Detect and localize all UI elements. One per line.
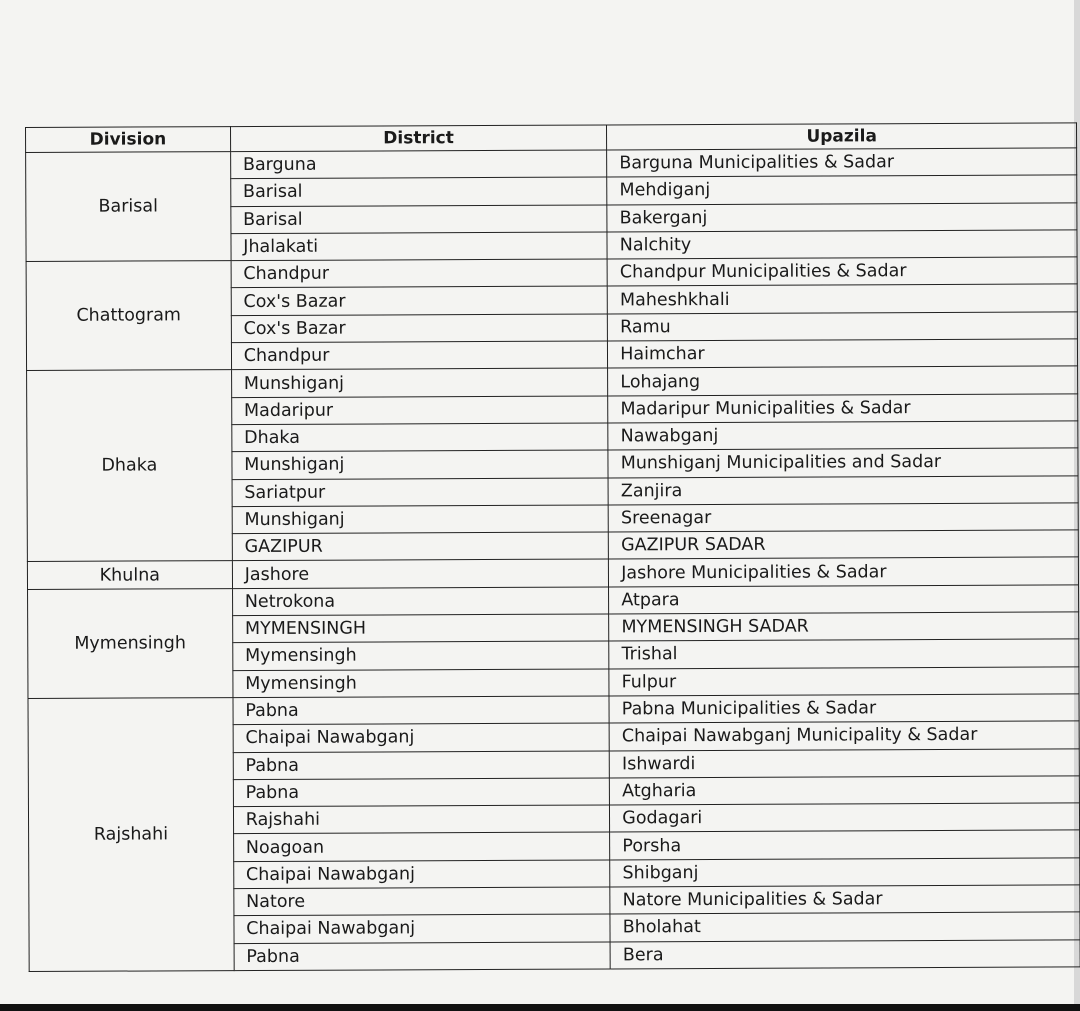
district-cell: Barisal	[230, 204, 608, 234]
upazila-cell: Pabna Municipalities & Sadar	[609, 693, 1080, 724]
upazila-cell: Chandpur Municipalities & Sadar	[607, 257, 1078, 287]
district-cell: GAZIPUR	[232, 532, 609, 562]
table-body: Barisal Barguna Barguna Municipalities & S…	[25, 147, 1080, 972]
district-cell: Mymensingh	[232, 641, 610, 671]
upazila-cell: Ishwardi	[609, 748, 1080, 778]
division-cell: Chattogram	[26, 260, 232, 371]
district-cell: Pabna	[233, 941, 611, 971]
upazila-cell: Haimchar	[607, 338, 1078, 369]
bottom-edge	[0, 1004, 1080, 1011]
upazila-cell: Chaipai Nawabganj Municipality & Sadar	[609, 721, 1080, 751]
district-cell: Munshiganj	[231, 368, 608, 398]
district-cell: Cox's Bazar	[231, 313, 608, 343]
upazila-cell: Natore Municipalities & Sadar	[610, 884, 1080, 915]
header-district: District	[230, 124, 607, 152]
district-cell: Barisal	[230, 177, 608, 207]
upazila-cell: Shibganj	[609, 857, 1080, 887]
upazila-table: Division District Upazila Barisal Barguna…	[25, 122, 1080, 972]
district-cell: Noagoan	[233, 832, 610, 862]
district-cell: Sariatpur	[231, 477, 609, 507]
upazila-cell: Lohajang	[607, 366, 1078, 396]
page-edge	[1074, 0, 1080, 1011]
upazila-cell: Barguna Municipalities & Sadar	[606, 147, 1077, 178]
upazila-cell: Maheshkhali	[607, 284, 1078, 314]
header-upazila: Upazila	[606, 122, 1077, 150]
district-cell: Mymensingh	[232, 668, 610, 698]
upazila-cell: MYMENSINGH SADAR	[608, 611, 1079, 642]
upazila-cell: Ramu	[607, 311, 1078, 342]
division-cell: Dhaka	[26, 369, 233, 562]
district-cell: Netrokona	[232, 586, 609, 616]
district-cell: Chaipai Nawabganj	[233, 859, 611, 889]
upazila-cell: Nalchity	[607, 229, 1078, 260]
division-cell: Khulna	[27, 561, 233, 590]
district-cell: Pabna	[232, 750, 610, 780]
upazila-cell: Munshiganj Municipalities and Sadar	[608, 448, 1079, 478]
district-cell: Dhaka	[231, 422, 609, 452]
district-cell: Chandpur	[230, 259, 608, 289]
upazila-cell: Bholahat	[610, 912, 1080, 942]
district-cell: Natore	[233, 886, 611, 916]
upazila-cell: Porsha	[609, 830, 1080, 860]
upazila-cell: Bera	[610, 939, 1080, 969]
division-cell: Barisal	[25, 151, 231, 262]
division-cell: Rajshahi	[27, 697, 234, 972]
upazila-cell: Atpara	[608, 584, 1079, 615]
district-cell: Chandpur	[231, 341, 608, 370]
header-division: Division	[25, 126, 231, 153]
upazila-cell: GAZIPUR SADAR	[608, 530, 1079, 560]
upazila-cell: Godagari	[609, 803, 1080, 833]
upazila-cell: Bakerganj	[607, 202, 1077, 232]
district-cell: Jashore	[232, 559, 609, 589]
upazila-cell: Zanjira	[608, 475, 1079, 505]
upazila-cell: Atgharia	[609, 775, 1080, 806]
upazila-cell: Mehdiganj	[606, 175, 1077, 205]
district-cell: MYMENSINGH	[232, 614, 609, 643]
district-cell: Munshiganj	[231, 504, 609, 534]
district-cell: Pabna	[232, 695, 610, 725]
upazila-cell: Madaripur Municipalities & Sadar	[607, 393, 1078, 423]
district-cell: Madaripur	[231, 395, 609, 425]
upazila-cell: Jashore Municipalities & Sadar	[608, 557, 1079, 587]
district-cell: Rajshahi	[233, 805, 610, 835]
district-cell: Pabna	[233, 777, 610, 807]
upazila-cell: Nawabganj	[608, 420, 1078, 451]
district-cell: Barguna	[230, 149, 607, 179]
district-cell: Munshiganj	[231, 450, 609, 480]
upazila-cell: Fulpur	[609, 666, 1079, 696]
district-cell: Chaipai Nawabganj	[233, 914, 611, 944]
district-cell: Cox's Bazar	[230, 286, 608, 316]
division-cell: Mymensingh	[27, 588, 233, 699]
district-cell: Chaipai Nawabganj	[232, 723, 610, 753]
upazila-cell: Sreenagar	[608, 502, 1079, 533]
upazila-cell: Trishal	[608, 639, 1079, 669]
district-cell: Jhalakati	[230, 231, 608, 261]
